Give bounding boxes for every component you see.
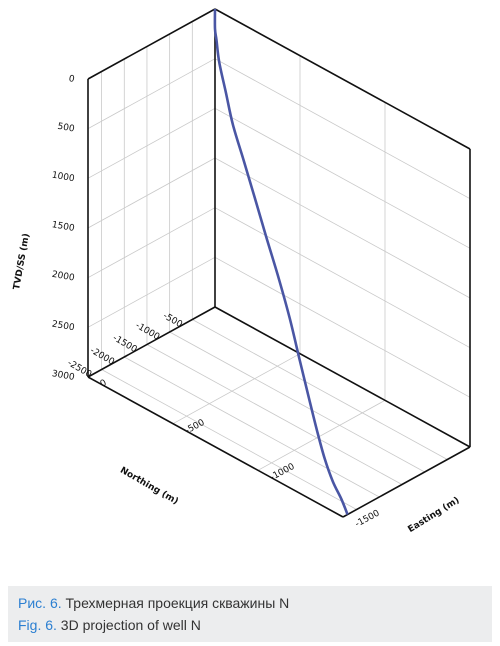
chart-grid xyxy=(87,8,471,510)
grid-line xyxy=(87,58,216,130)
grid-line xyxy=(87,256,216,328)
caption-ru-text: Трехмерная проекция скважины N xyxy=(61,595,290,611)
caption-en-text: 3D projection of well N xyxy=(56,617,201,633)
well-trajectory-line xyxy=(213,8,349,515)
grid-line xyxy=(192,319,448,460)
tick-label: -1000 xyxy=(269,462,297,483)
frame-edge xyxy=(214,8,471,150)
tick-label: 0 xyxy=(99,378,109,390)
tick-label: -500 xyxy=(161,311,184,330)
grid-line xyxy=(87,157,216,229)
chart-series xyxy=(213,8,349,515)
caption-english: Fig. 6. 3D projection of well N xyxy=(18,614,482,636)
tick-label: -1500 xyxy=(111,333,139,355)
grid-line xyxy=(87,107,216,179)
frame-edge xyxy=(87,306,216,378)
tick-label: -1500 xyxy=(354,508,382,529)
northing-axis-label: Northing (m) xyxy=(118,466,180,507)
chart-ticks: 050010001500200025003000-500-1000-1500-2… xyxy=(51,74,382,530)
caption-russian: Рис. 6. Трехмерная проекция скважины N xyxy=(18,592,482,614)
grid-line xyxy=(169,331,425,473)
grid-line xyxy=(101,369,357,510)
tick-label: 1000 xyxy=(51,170,76,184)
frame-edge xyxy=(214,306,471,448)
tick-label: 2500 xyxy=(51,319,76,333)
figure-caption: Рис. 6. Трехмерная проекция скважины N F… xyxy=(8,586,492,642)
tick-label: -500 xyxy=(184,418,207,437)
grid-line xyxy=(257,399,386,471)
tick-label: -2000 xyxy=(88,346,116,368)
grid-line xyxy=(214,157,471,299)
grid-line xyxy=(87,207,216,279)
tick-label: 500 xyxy=(57,122,76,135)
caption-en-prefix: Fig. 6. xyxy=(18,617,57,633)
tick-label: 3000 xyxy=(51,369,76,383)
grid-line xyxy=(214,58,471,200)
frame-edge xyxy=(342,446,471,518)
chart-frame xyxy=(87,8,471,518)
tick-label: 2000 xyxy=(51,270,76,284)
frame-edge xyxy=(87,8,216,80)
grid-line xyxy=(172,353,301,425)
grid-line xyxy=(124,356,380,498)
grid-line xyxy=(214,207,471,349)
easting-axis-label: Easting (m) xyxy=(406,496,461,536)
grid-line xyxy=(146,344,403,485)
tick-label: 1500 xyxy=(51,220,76,234)
caption-ru-prefix: Рис. 6. xyxy=(18,595,62,611)
z-axis-label: TVD/SS (m) xyxy=(12,233,32,291)
grid-line xyxy=(214,107,471,249)
tick-label: -1000 xyxy=(133,321,161,343)
well-3d-chart: 050010001500200025003000-500-1000-1500-2… xyxy=(12,8,471,536)
frame-edge xyxy=(87,376,344,518)
grid-line xyxy=(214,256,471,398)
tick-label: 0 xyxy=(68,74,76,85)
